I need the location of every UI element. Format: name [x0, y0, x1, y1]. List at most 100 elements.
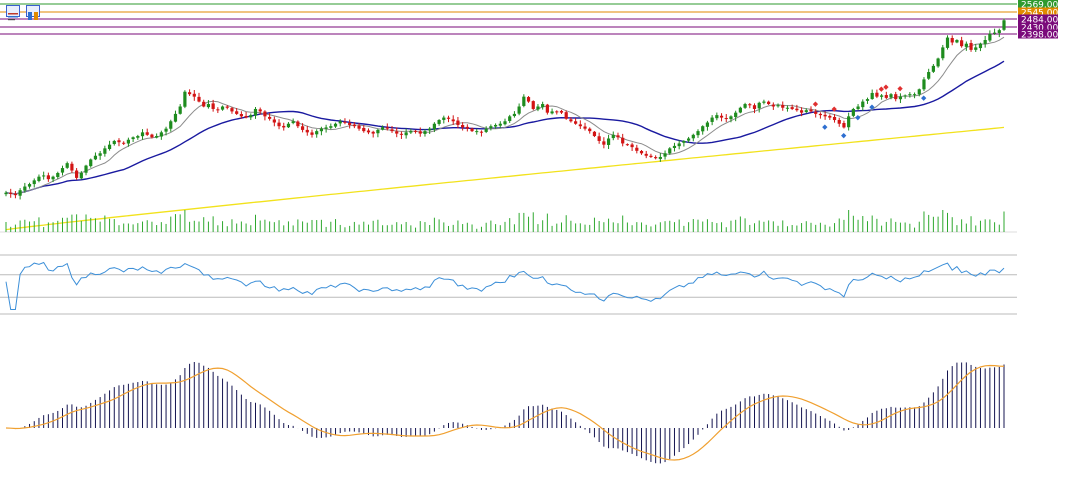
candle-body	[202, 101, 206, 107]
candle	[654, 155, 658, 160]
candle	[150, 133, 154, 139]
price-level-label: 2569.00	[1021, 1, 1058, 11]
candle-body	[649, 155, 653, 157]
candlesticks	[4, 18, 1006, 200]
candle-body	[611, 134, 615, 139]
candle	[625, 143, 629, 146]
candle-body	[343, 121, 347, 123]
candle	[131, 136, 135, 142]
candle	[710, 115, 714, 126]
candle	[268, 113, 272, 121]
candle	[183, 90, 187, 109]
candle-body	[983, 40, 987, 44]
candle-body	[894, 94, 898, 100]
candle-body	[682, 140, 686, 143]
candle-body	[498, 123, 502, 126]
candle-body	[112, 140, 116, 145]
price-level-label: 2430.00	[1021, 24, 1058, 34]
candle-body	[305, 129, 309, 133]
candle-body	[324, 127, 328, 129]
candle	[220, 105, 225, 111]
candle	[338, 119, 342, 127]
candle-body	[291, 121, 295, 124]
candle-body	[183, 91, 187, 107]
candle-body	[752, 105, 757, 109]
candle	[475, 128, 479, 135]
candle-body	[743, 104, 747, 108]
candle	[809, 106, 813, 113]
candle	[559, 109, 564, 115]
candle	[9, 188, 13, 198]
candle-body	[357, 125, 361, 129]
candle	[404, 128, 408, 139]
candle	[235, 108, 239, 115]
candle	[832, 114, 837, 123]
candle	[541, 101, 545, 110]
candle-body	[738, 107, 742, 113]
candle	[428, 127, 432, 134]
candle	[983, 35, 987, 48]
candle-body	[479, 131, 484, 133]
candle	[169, 119, 173, 132]
candle-body	[329, 126, 333, 128]
candle	[799, 107, 804, 117]
candle-body	[569, 119, 573, 122]
price-level-label: 2545.00	[1021, 9, 1058, 19]
candle-body	[936, 58, 940, 67]
candle-body	[597, 136, 601, 141]
candle-body	[799, 110, 804, 113]
candle-body	[658, 156, 662, 159]
chart-properties-icon[interactable]	[6, 5, 20, 21]
candle-body	[155, 136, 159, 138]
candle	[456, 117, 460, 129]
candle	[903, 94, 907, 99]
candle-body	[734, 112, 738, 118]
candle	[941, 44, 945, 61]
candle	[107, 140, 112, 151]
candle	[922, 77, 926, 92]
candle	[489, 124, 493, 131]
candle	[362, 125, 366, 133]
candle	[804, 108, 808, 114]
candle-body	[790, 107, 794, 109]
candle-body	[536, 106, 540, 110]
candle-body	[818, 113, 823, 116]
candle-body	[955, 40, 959, 43]
candle	[992, 28, 997, 35]
candle	[818, 112, 823, 119]
candle	[126, 137, 130, 147]
candle	[465, 124, 469, 132]
candle-body	[122, 142, 126, 144]
candle	[173, 110, 178, 123]
candle-body	[851, 108, 855, 116]
ma-long-line	[5, 126, 1005, 231]
candle-body	[644, 153, 648, 156]
candle-body	[446, 117, 451, 119]
candle	[305, 125, 309, 136]
candle-body	[898, 96, 903, 100]
candle	[508, 114, 512, 123]
candle	[875, 89, 879, 99]
candle	[470, 127, 474, 133]
candle	[743, 102, 747, 109]
candle-body	[126, 139, 130, 144]
candle	[51, 175, 55, 183]
candle	[343, 118, 347, 125]
candle-body	[338, 121, 342, 124]
candle	[230, 106, 234, 114]
candle	[512, 111, 517, 118]
candle-body	[767, 101, 771, 105]
template-icon[interactable]	[26, 5, 40, 20]
candle	[781, 101, 785, 111]
candle	[564, 110, 568, 120]
candle	[503, 118, 507, 126]
price-level-tag	[1018, 14, 1058, 24]
candle-body	[686, 138, 691, 141]
candle-body	[230, 108, 234, 112]
candle-body	[98, 153, 102, 156]
candle-body	[272, 119, 276, 123]
candle-body	[865, 99, 870, 101]
candle	[870, 89, 874, 100]
